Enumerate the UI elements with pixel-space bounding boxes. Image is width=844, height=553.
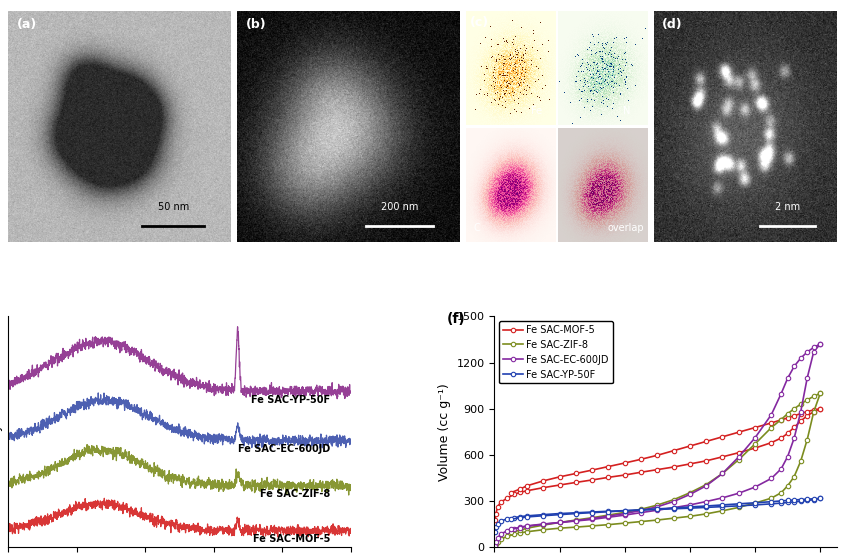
Text: (b): (b): [246, 18, 267, 31]
Text: 200 nm: 200 nm: [381, 202, 418, 212]
Text: C: C: [473, 223, 479, 233]
Text: (a): (a): [18, 18, 38, 31]
Text: Fe SAC-YP-50F: Fe SAC-YP-50F: [251, 395, 330, 405]
Text: 2 nm: 2 nm: [774, 202, 799, 212]
Text: (f): (f): [446, 312, 465, 326]
Text: Fe SAC-ZIF-8: Fe SAC-ZIF-8: [260, 489, 330, 499]
Text: (d): (d): [661, 18, 681, 31]
Text: 50 nm: 50 nm: [158, 202, 189, 212]
Text: overlap: overlap: [607, 223, 644, 233]
Text: (c): (c): [469, 15, 488, 29]
Y-axis label: Intensity (a.u.): Intensity (a.u.): [0, 386, 3, 478]
Text: Fe SAC-MOF-5: Fe SAC-MOF-5: [252, 534, 330, 544]
Text: N: N: [622, 106, 630, 116]
Y-axis label: Volume (cc g⁻¹): Volume (cc g⁻¹): [437, 383, 451, 481]
Text: Fe SAC-EC-600JD: Fe SAC-EC-600JD: [237, 444, 330, 454]
Text: Fe: Fe: [530, 106, 541, 116]
Legend: Fe SAC-MOF-5, Fe SAC-ZIF-8, Fe SAC-EC-600JD, Fe SAC-YP-50F: Fe SAC-MOF-5, Fe SAC-ZIF-8, Fe SAC-EC-60…: [499, 321, 612, 383]
